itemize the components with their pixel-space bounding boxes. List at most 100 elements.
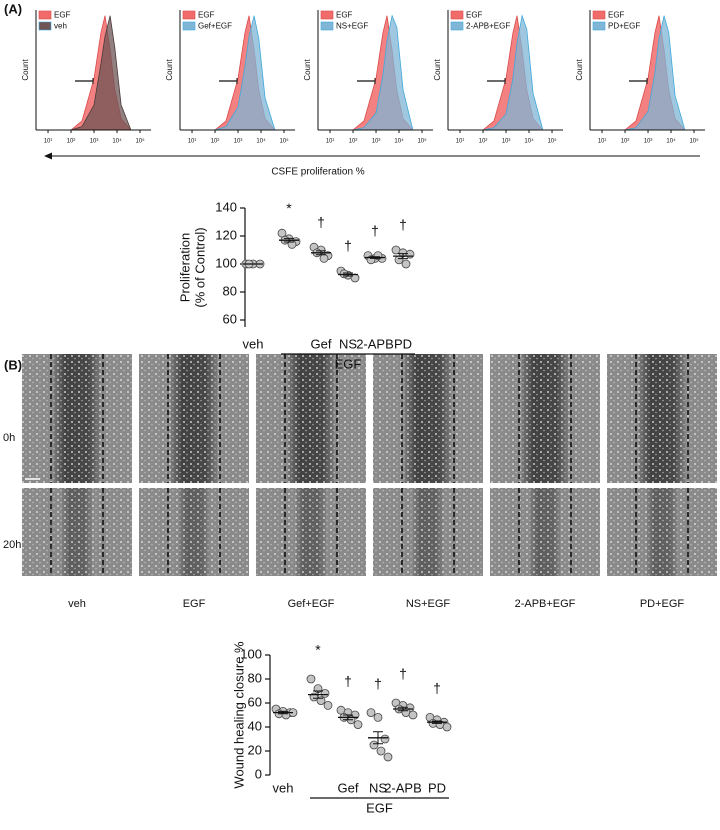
error-bar: [343, 714, 353, 721]
column-label: EGF: [183, 598, 206, 610]
histogram-area: [624, 15, 686, 131]
data-point: [383, 752, 393, 762]
x-tick-label: PD: [428, 780, 446, 795]
legend-label: EGF: [336, 11, 353, 20]
data-point: [394, 255, 404, 265]
y-axis-label: Count: [433, 59, 442, 81]
legend-label: PD+EGF: [608, 22, 640, 31]
y-axis-label: Count: [303, 59, 312, 81]
x-tick-label: 10³: [372, 139, 381, 145]
x-tick-label: 10²: [67, 139, 76, 145]
legend-label: EGF: [466, 11, 483, 20]
y-tick-label: 100: [240, 646, 262, 661]
significance: †: [344, 238, 352, 254]
column-label: 2-APB+EGF: [515, 598, 576, 610]
legend-label: NS+EGF: [336, 22, 368, 31]
x-tick-label: 10⁴: [666, 138, 676, 145]
x-tick-label: 10⁴: [112, 138, 122, 145]
legend-swatch: [38, 10, 52, 20]
data-point: [376, 746, 386, 756]
significance: †: [371, 222, 379, 238]
x-tick-label: 10⁵: [547, 138, 557, 145]
x-tick-label: NS: [339, 336, 357, 351]
data-point: [366, 708, 376, 717]
histogram-area: [352, 14, 414, 131]
x-tick-label: 10²: [621, 139, 630, 145]
legend-swatch: [38, 21, 52, 31]
y-tick-label: 120: [215, 227, 237, 242]
y-tick-label: 20: [248, 742, 262, 757]
error-bar: [313, 690, 323, 699]
data-point: [369, 740, 379, 750]
data-point: [339, 269, 349, 279]
data-point: [353, 720, 363, 729]
legend-swatch: [320, 21, 334, 31]
cell-texture: [373, 354, 483, 483]
x-tick-label: 10¹: [456, 139, 465, 145]
x-tick-label: 10⁵: [135, 138, 145, 145]
cell-texture: [139, 354, 249, 483]
y-tick-label: 80: [248, 670, 262, 685]
y-axis-label: Count: [21, 59, 30, 81]
cell-texture: [490, 488, 600, 576]
y-tick-label: 80: [223, 283, 237, 298]
cell-texture: [139, 488, 249, 576]
panel-label: (B): [4, 357, 22, 372]
data-point: [401, 259, 411, 269]
legend-label: EGF: [54, 11, 71, 20]
x-tick-label: NS: [369, 780, 387, 795]
x-tick-label: 10³: [234, 139, 243, 145]
legend-label: veh: [54, 22, 67, 31]
error-bar: [398, 706, 408, 712]
x-tick-label: 10⁴: [524, 138, 534, 145]
significance: †: [433, 680, 441, 696]
axis-note: CSFE proliferation %: [271, 167, 364, 178]
data-point: [408, 710, 418, 720]
legend-label: EGF: [198, 11, 215, 20]
x-tick-label: 10⁵: [417, 138, 427, 145]
error-bar: [316, 250, 326, 256]
legend-swatch: [182, 10, 196, 20]
column-label: NS+EGF: [406, 598, 451, 610]
x-tick-label: 10³: [90, 139, 99, 145]
x-tick-label: 10¹: [188, 139, 197, 145]
cell-texture: [22, 354, 132, 483]
cell-texture: [373, 488, 483, 576]
legend-swatch: [182, 21, 196, 31]
x-tick-label: 2-APB: [384, 780, 422, 795]
data-point: [380, 734, 390, 744]
legend-swatch: [320, 10, 334, 20]
histogram-area: [70, 15, 132, 131]
significance: †: [399, 666, 407, 682]
x-tick-label: 10⁵: [689, 138, 699, 145]
data-point: [442, 722, 452, 732]
y-axis-label: Count: [165, 59, 174, 81]
error-bar: [370, 256, 380, 259]
significance: †: [399, 217, 407, 233]
x-tick-label: 10²: [211, 139, 220, 145]
legend-swatch: [450, 21, 464, 31]
significance: †: [317, 214, 325, 230]
legend-swatch: [592, 10, 606, 20]
group-label: EGF: [366, 800, 393, 815]
x-tick-label: 10²: [479, 139, 488, 145]
y-axis-label: Count: [575, 59, 584, 81]
cell-texture: [256, 354, 366, 483]
x-tick-label: veh: [273, 780, 294, 795]
x-tick-label: 10³: [502, 139, 511, 145]
group-label: EGF: [335, 356, 362, 371]
x-tick-label: 10⁴: [394, 138, 404, 145]
cell-texture: [607, 354, 717, 483]
data-point: [373, 713, 383, 722]
column-label: veh: [68, 598, 86, 610]
y-axis-label: Proliferation: [177, 233, 192, 302]
legend-label: 2-APB+EGF: [466, 22, 510, 31]
panel-label: (A): [4, 1, 22, 16]
cell-texture: [22, 488, 132, 576]
data-point: [306, 674, 316, 684]
histogram-area: [214, 15, 276, 131]
data-point: [405, 249, 415, 259]
error-bar: [432, 720, 442, 724]
significance: †: [374, 675, 382, 691]
